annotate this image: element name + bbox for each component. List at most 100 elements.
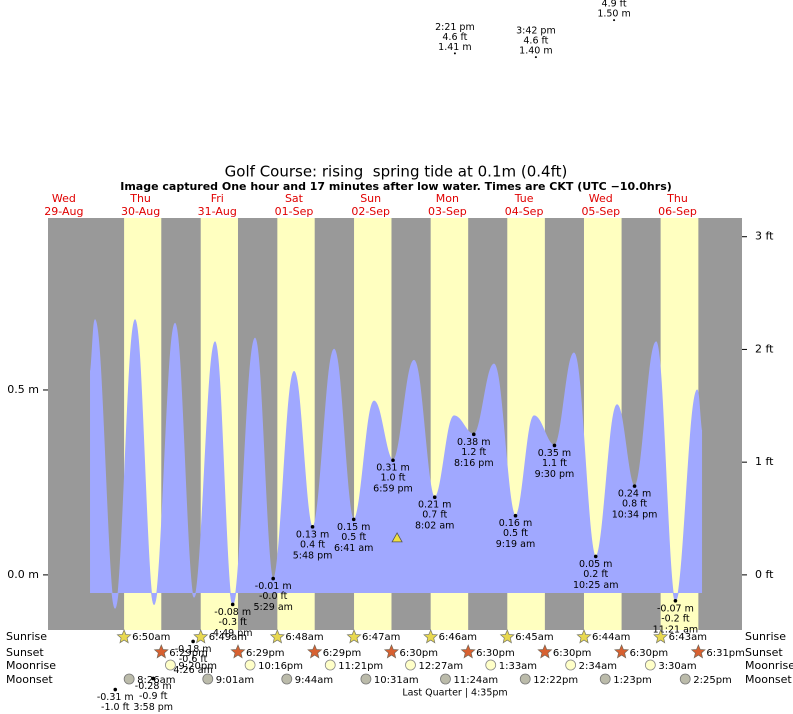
- day-label: Sun: [360, 192, 381, 205]
- sunset-time: 6:29pm: [246, 648, 285, 659]
- moonset-time: 9:01am: [216, 675, 254, 686]
- low-tide-ft: 1.0 ft: [380, 473, 405, 484]
- tide-area: [90, 319, 703, 609]
- day-label: Wed: [52, 192, 76, 205]
- low-tide-time: 4:26 am: [173, 665, 212, 676]
- moonrise-time: 11:21pm: [338, 661, 383, 672]
- low-tide-ft: -0.3 ft: [218, 617, 247, 628]
- day-label: Tue: [514, 192, 534, 205]
- moonset-time: 8:26am: [137, 675, 175, 686]
- low-tide-ft: -0.6 ft: [179, 654, 208, 665]
- sunrise-icon: [116, 629, 132, 644]
- low-tide-ft: 0.2 ft: [583, 569, 608, 580]
- low-tide-point: [230, 602, 235, 607]
- date-label: 02-Sep: [351, 205, 390, 218]
- low-tide-m: 0.35 m: [538, 448, 571, 459]
- sunset-time: 6:30pm: [553, 648, 592, 659]
- moonset-time: 9:44am: [295, 675, 333, 686]
- sunset-icon: [153, 644, 169, 659]
- low-tide-time: 8:02 am: [415, 521, 454, 532]
- low-tide-m: -0.28 m: [135, 681, 172, 692]
- sunset-time: 6:31pm: [706, 648, 745, 659]
- low-tide-point: [552, 443, 557, 448]
- high-tide-point: [613, 19, 616, 22]
- moonrise-time: 12:27am: [418, 661, 463, 672]
- high-tide-m: 1.50 m: [597, 9, 630, 20]
- moonrise-icon: [165, 659, 176, 671]
- low-tide-point: [271, 576, 275, 581]
- low-tide-time: 10:25 am: [573, 580, 618, 591]
- low-tide-point: [432, 495, 437, 500]
- moonrise-icon: [324, 659, 336, 671]
- day-label: Thu: [129, 192, 151, 205]
- row-label: Moonset: [745, 673, 792, 686]
- now-marker: [391, 532, 403, 543]
- moonset-icon: [202, 673, 214, 685]
- sunset-time: 6:30pm: [399, 648, 438, 659]
- low-tide-point: [593, 554, 598, 559]
- high-tide-ft: 4.6 ft: [442, 32, 467, 43]
- plot-area: [48, 218, 742, 630]
- low-tide-m: -0.18 m: [175, 644, 212, 655]
- moonset-icon: [519, 673, 531, 685]
- low-tide-m: -0.31 m: [97, 692, 134, 703]
- low-tide-point: [632, 484, 637, 488]
- sunrise-icon: [653, 629, 669, 644]
- low-tide-point: [673, 598, 678, 603]
- y-tick-label: 0.0 m: [7, 568, 39, 581]
- moonset-time: 12:22pm: [533, 675, 578, 686]
- low-tide-time: 5:29 am: [253, 602, 292, 613]
- low-tide-time: 3:58 pm: [133, 702, 173, 713]
- low-tide-m: -0.07 m: [657, 603, 694, 614]
- low-tide-m: 0.15 m: [337, 522, 370, 533]
- row-label: Sunrise: [745, 630, 786, 643]
- moonset-icon: [679, 673, 691, 685]
- sunset-icon: [307, 644, 323, 659]
- moonset-time: 2:25pm: [693, 675, 732, 686]
- high-tide-m: 1.40 m: [519, 46, 552, 57]
- moonrise-icon: [565, 659, 577, 671]
- low-tide-point: [471, 432, 476, 437]
- low-tide-ft: 0.4 ft: [300, 539, 325, 550]
- high-tide-time: 2:21 pm: [435, 22, 475, 33]
- low-tide-time: 5:48 pm: [293, 550, 333, 561]
- moonrise-icon: [244, 659, 256, 671]
- low-tide-time: 6:41 am: [334, 543, 373, 554]
- low-tide-m: -0.08 m: [214, 607, 251, 618]
- moonrise-time: 1:33am: [499, 661, 537, 672]
- high-tide-point: [534, 56, 537, 59]
- low-tide-time: 9:19 am: [496, 539, 535, 550]
- sunrise-time: 6:50am: [132, 632, 170, 643]
- low-tide-m: -0.01 m: [255, 581, 292, 592]
- moonrise-time: 10:16pm: [258, 661, 303, 672]
- date-label: 03-Sep: [428, 205, 467, 218]
- low-tide-point: [310, 525, 315, 529]
- y2-tick-label: 0 ft: [755, 568, 774, 581]
- low-tide-time: 9:30 pm: [535, 469, 575, 480]
- moonset-time: 11:24am: [453, 675, 498, 686]
- chart-subtitle: Image captured One hour and 17 minutes a…: [120, 180, 672, 193]
- low-tide-point: [351, 517, 356, 522]
- moonset-icon: [123, 673, 135, 685]
- moonset-icon: [360, 673, 372, 685]
- low-tide-ft: 1.1 ft: [542, 458, 567, 469]
- row-label: Sunrise: [6, 630, 47, 643]
- sunrise-time: 6:44am: [592, 632, 630, 643]
- sunrise-icon: [193, 629, 209, 644]
- y2-tick-label: 2 ft: [755, 342, 774, 355]
- low-tide-ft: 0.5 ft: [503, 528, 528, 539]
- moonrise-time: 2:34am: [579, 661, 617, 672]
- moon-phase: Last Quarter | 4:35pm: [402, 688, 507, 699]
- low-tide-ft: -0.2 ft: [661, 613, 690, 624]
- moonrise-icon: [405, 659, 416, 671]
- low-tide-ft: 1.2 ft: [461, 447, 486, 458]
- low-tide-time: 4:49 pm: [213, 628, 253, 639]
- sunset-time: 6:30pm: [630, 648, 669, 659]
- low-tide-point: [191, 639, 195, 644]
- low-tide-time: 10:34 pm: [612, 510, 658, 521]
- moonrise-icon: [485, 659, 497, 671]
- row-label: Moonset: [6, 673, 53, 686]
- moonset-icon: [440, 673, 451, 685]
- low-tide-m: 0.16 m: [499, 518, 532, 529]
